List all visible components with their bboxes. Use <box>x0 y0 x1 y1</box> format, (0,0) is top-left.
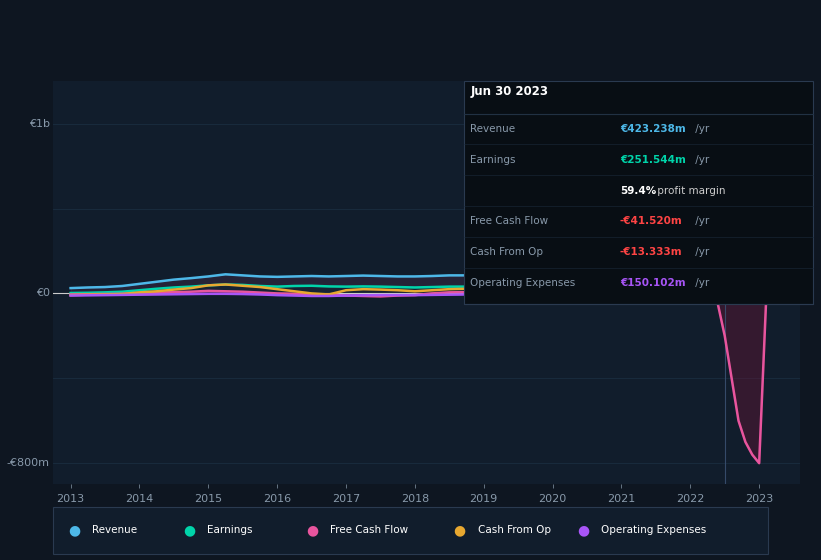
Text: Earnings: Earnings <box>470 155 516 165</box>
Text: Cash From Op: Cash From Op <box>478 525 551 535</box>
Text: €150.102m: €150.102m <box>620 278 686 288</box>
Text: Jun 30 2023: Jun 30 2023 <box>470 85 548 98</box>
Text: -€41.520m: -€41.520m <box>620 217 682 226</box>
Text: ●: ● <box>183 523 195 538</box>
Text: /yr: /yr <box>692 278 709 288</box>
Text: 59.4%: 59.4% <box>620 186 656 195</box>
Text: Revenue: Revenue <box>470 124 516 134</box>
Text: /yr: /yr <box>692 248 709 257</box>
Text: Earnings: Earnings <box>207 525 252 535</box>
Text: €423.238m: €423.238m <box>620 124 686 134</box>
Text: ●: ● <box>454 523 466 538</box>
Text: ●: ● <box>68 523 80 538</box>
Text: €251.544m: €251.544m <box>620 155 686 165</box>
Text: /yr: /yr <box>692 124 709 134</box>
Text: Free Cash Flow: Free Cash Flow <box>470 217 548 226</box>
Text: /yr: /yr <box>692 155 709 165</box>
Text: €1b: €1b <box>29 119 49 129</box>
Text: Revenue: Revenue <box>92 525 137 535</box>
Text: Operating Expenses: Operating Expenses <box>601 525 706 535</box>
Text: Operating Expenses: Operating Expenses <box>470 278 576 288</box>
Text: Cash From Op: Cash From Op <box>470 248 544 257</box>
Text: €0: €0 <box>35 288 49 298</box>
Text: -€800m: -€800m <box>7 458 49 468</box>
Text: ●: ● <box>306 523 318 538</box>
Text: ●: ● <box>577 523 589 538</box>
Text: /yr: /yr <box>692 217 709 226</box>
Text: Free Cash Flow: Free Cash Flow <box>330 525 408 535</box>
Text: profit margin: profit margin <box>654 186 726 195</box>
Text: -€13.333m: -€13.333m <box>620 248 682 257</box>
